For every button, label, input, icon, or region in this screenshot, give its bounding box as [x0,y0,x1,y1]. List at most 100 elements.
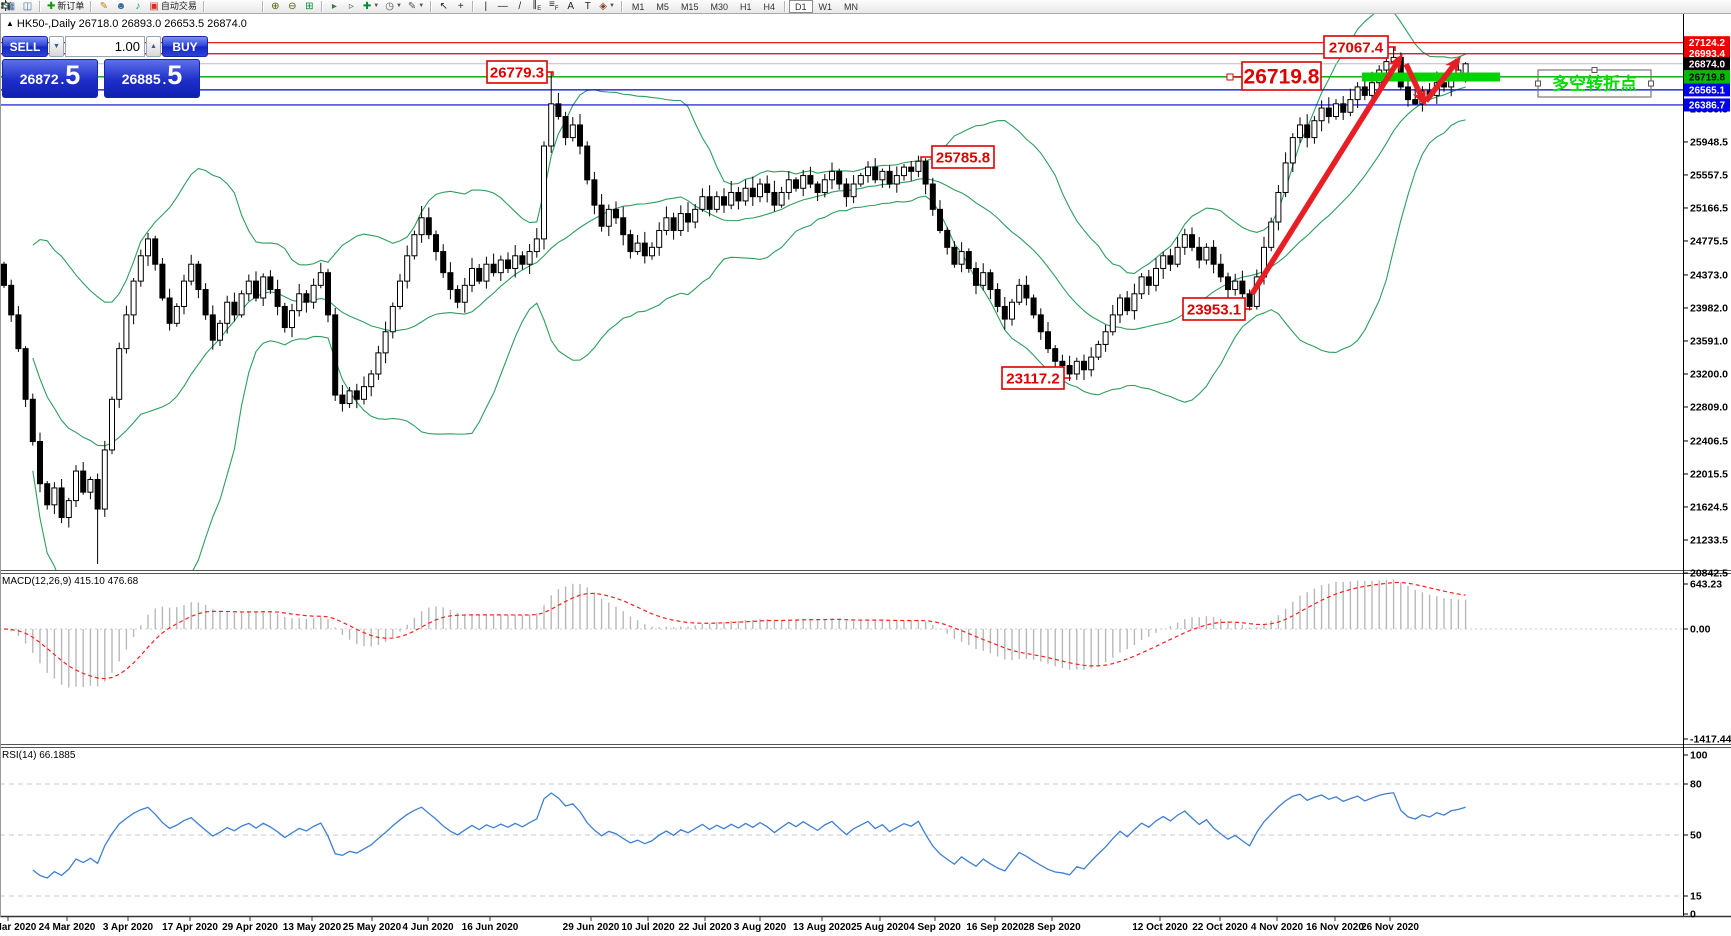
timeframe-d1[interactable]: D1 [789,0,813,13]
candle-body [778,191,785,206]
candle-body [317,272,324,286]
candle-body [764,183,771,193]
timeframe-h4[interactable]: H4 [757,0,781,13]
arrows-icon[interactable]: ◈ ▼ [599,1,615,12]
candlesticks [1,47,1469,564]
chart-shift-icon[interactable]: ▹ [344,0,359,13]
callout-anchor [1226,73,1234,81]
price-callout-25785.8[interactable]: 25785.8 [920,145,995,169]
candle-body [1160,255,1167,269]
callout-text: 26779.3 [490,64,544,81]
main-macd-divider[interactable] [0,570,1731,574]
text-note[interactable]: 多空转折点 [1535,67,1654,98]
candle-body [1333,103,1339,117]
candle-body [1268,221,1275,248]
timeframe-m15[interactable]: M15 [675,0,705,13]
timeframe-m5[interactable]: M5 [650,0,675,13]
cursor-icon[interactable]: ↖ [436,0,451,13]
price-tick-label: 23982.0 [1690,302,1728,314]
trend-arrow[interactable] [1249,53,1403,296]
crosshair-icon[interactable]: + [453,0,468,13]
templates-icon[interactable]: ✎ ▼ [407,1,425,12]
rsi-line [32,792,1466,879]
date-label: 12 Mar 2020 [0,922,37,933]
buy-price[interactable]: 26885. 5 [104,59,200,98]
candle-body [1052,348,1059,362]
selection-handle[interactable] [1648,80,1654,87]
price-callout-27067.4[interactable]: 27067.4 [1323,35,1396,59]
price-badge-label: 26993.4 [1689,49,1726,60]
macd-tick-label: -1417.44 [1690,734,1731,746]
candle-body [94,479,101,510]
price-callout-23953.1[interactable]: 23953.1 [1182,297,1252,321]
toolbar-separator [261,1,264,12]
candle-body [1275,191,1282,223]
volume-decrease-button[interactable]: ▼ [49,36,64,57]
channel-icon[interactable]: ∥E [529,0,544,13]
selection-handle[interactable] [1535,80,1541,87]
autotrading-button[interactable]: ▣ 自动交易 [149,1,197,12]
periods-icon[interactable]: ◷ ▼ [385,1,402,12]
auto-scroll-icon[interactable]: ▸ [327,0,342,13]
community-icon[interactable]: ☻ [113,0,128,13]
sell-price[interactable]: 26872. 5 [2,59,98,98]
candle-body [771,191,778,206]
price-axis[interactable]: 26339.525948.525557.525166.524775.524373… [1683,36,1731,921]
bar-chart-icon[interactable] [1,0,224,13]
candle-body [245,280,252,295]
volume-input[interactable] [65,36,145,57]
text-label-icon[interactable]: T [580,0,595,13]
line-chart-icon[interactable] [0,0,258,13]
tile-windows-icon[interactable]: ⊞ [302,0,317,13]
trendline-icon[interactable]: / [512,0,527,13]
selection-handle[interactable] [1591,67,1598,73]
fibonacci-icon[interactable]: ≡F [546,0,561,13]
price-callout-23117.2[interactable]: 23117.2 [1001,366,1071,390]
zoom-out-icon[interactable]: ⊖ [285,0,300,13]
candle-body [1383,61,1390,71]
metaeditor-icon[interactable]: ✎ [96,0,111,13]
rsi-label: RSI(14) 66.1885 [2,750,76,761]
price-badge-label: 26565.1 [1689,85,1726,96]
timeframe-m30[interactable]: M30 [704,0,734,13]
candle-body [1037,314,1044,333]
candle-body [339,394,346,405]
candle-body [289,310,295,329]
macd-rsi-divider[interactable] [0,744,1731,748]
candle-body [649,246,655,257]
candle-body [915,160,922,172]
candle-body [418,217,425,236]
data-window-icon[interactable]: ◫ [20,0,35,13]
candle-body [1001,305,1008,320]
new-order-button[interactable]: ✚ 新订单 [47,1,85,12]
timeframe-mn[interactable]: MN [838,0,864,13]
candle-body [1361,86,1368,96]
candle-body [267,276,274,291]
candlestick-chart-icon[interactable] [2,0,241,13]
candle-body [1145,276,1152,286]
timeframe-m1[interactable]: M1 [626,0,651,13]
candle-body [1318,107,1325,122]
trend-arrow[interactable] [1403,62,1427,107]
volume-increase-button[interactable]: ▲ [146,36,161,57]
price-tick-label: 25948.5 [1690,136,1728,148]
price-callout-26719.8[interactable]: 26719.8 [1226,61,1322,91]
vertical-line-icon[interactable]: | [478,0,493,13]
timeframe-w1[interactable]: W1 [813,0,839,13]
zoom-in-icon[interactable]: ⊕ [268,0,283,13]
buy-button[interactable]: BUY [162,36,208,57]
horizontal-line-icon[interactable]: — [495,0,510,13]
sounds-icon[interactable]: ♪ [130,0,145,13]
indicators-icon[interactable]: ✚ ▼ [362,1,380,12]
trend-arrows[interactable] [1249,53,1462,296]
price-callout-26779.3[interactable]: 26779.3 [486,60,554,84]
trend-arrow[interactable] [1423,56,1462,103]
price-tick-label: 25557.5 [1690,169,1728,181]
text-icon[interactable]: A [563,0,578,13]
candle-body [944,229,951,248]
candle-body [958,251,965,265]
timeframe-h1[interactable]: H1 [734,0,758,13]
candle-body [1239,280,1246,295]
sell-button[interactable]: SELL [2,36,48,57]
